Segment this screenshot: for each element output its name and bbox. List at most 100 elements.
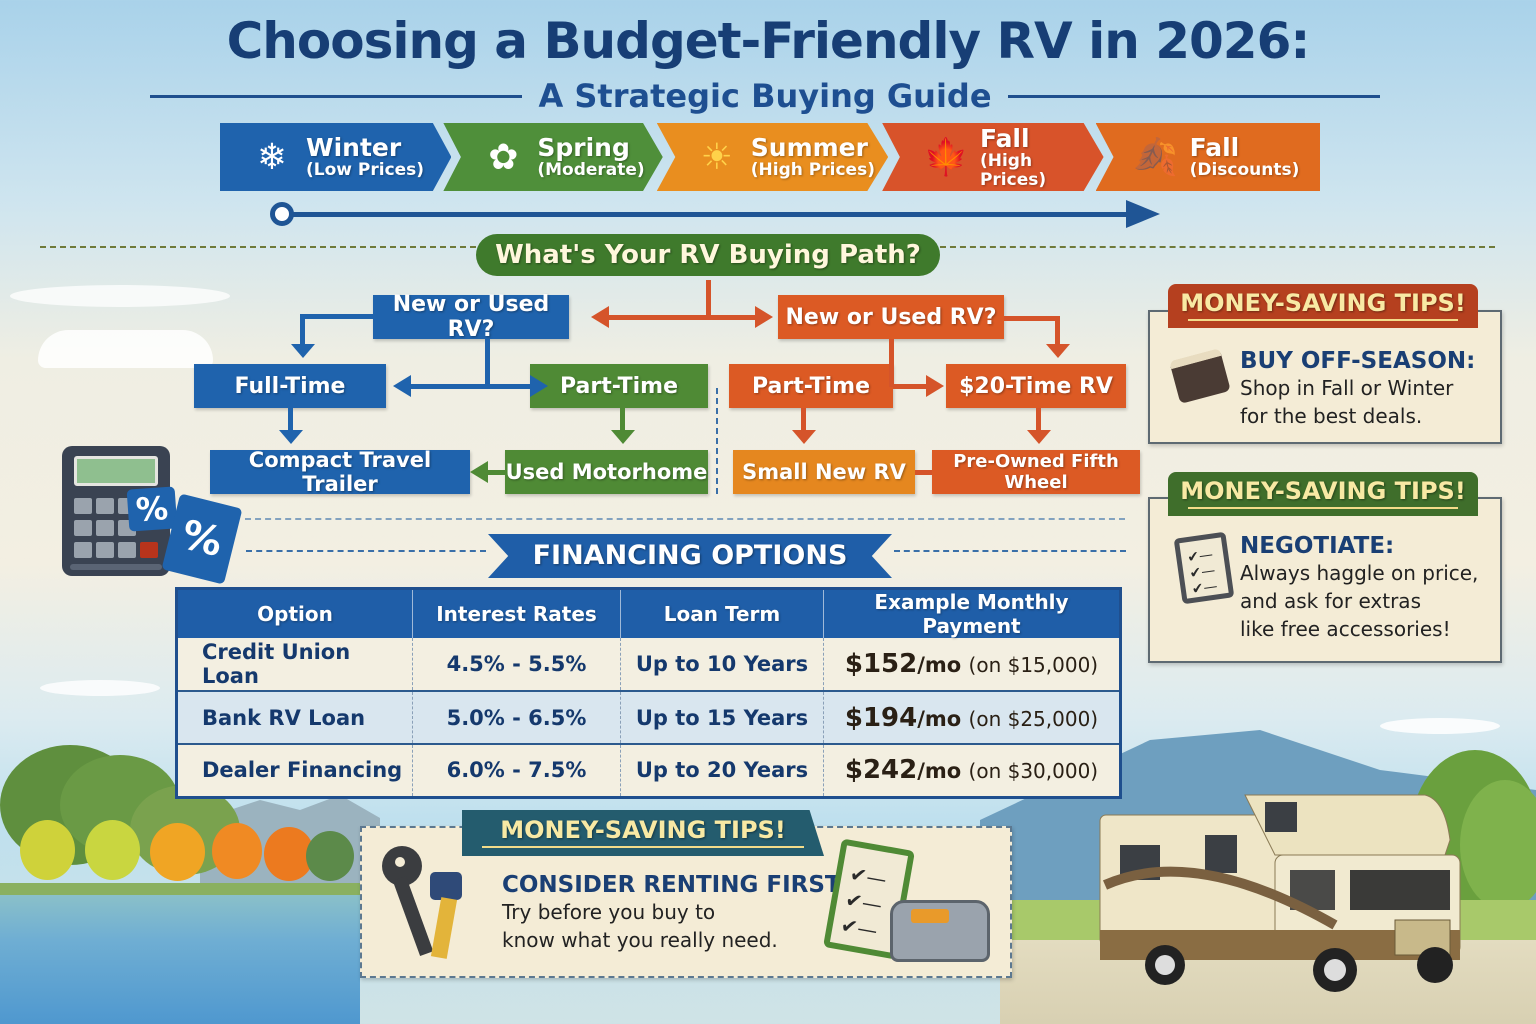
node-compact-travel-trailer: Compact Travel Trailer bbox=[210, 448, 470, 496]
arrow-down-icon bbox=[279, 430, 303, 444]
tip-header-label: MONEY-SAVING TIPS! bbox=[1180, 477, 1466, 505]
divider bbox=[150, 94, 523, 98]
connector bbox=[485, 339, 490, 385]
term-cell: Up to 10 Years bbox=[620, 638, 824, 692]
column-header: Loan Term bbox=[620, 588, 824, 638]
rate-cell: 4.5% - 5.5% bbox=[412, 638, 621, 692]
snowflake-icon: ❄ bbox=[256, 136, 288, 178]
timeline-start-dot bbox=[270, 202, 294, 226]
arrow-right-icon bbox=[530, 375, 548, 397]
season-name: Fall bbox=[1189, 132, 1240, 162]
clipboard-icon: ✔— ✔— ✔— bbox=[1173, 531, 1235, 605]
node-new-or-used-right: New or Used RV? bbox=[778, 295, 1004, 339]
payment-cell: $152/mo (on $15,000) bbox=[823, 638, 1121, 692]
leaf-icon: 🍂 bbox=[1133, 137, 1178, 178]
tip-header: MONEY-SAVING TIPS! bbox=[1168, 284, 1478, 328]
arrow-down-icon bbox=[792, 430, 816, 444]
connector bbox=[608, 315, 758, 320]
tip-title: BUY OFF-SEASON: bbox=[1240, 348, 1476, 374]
connector bbox=[486, 470, 506, 475]
tip-header-label: MONEY-SAVING TIPS! bbox=[500, 816, 786, 844]
arrow-down-icon bbox=[1027, 430, 1051, 444]
table-row: Bank RV Loan 5.0% - 6.5% Up to 15 Years … bbox=[176, 691, 1121, 745]
node-20-time-rv: $20-Time RV bbox=[946, 364, 1126, 408]
separator bbox=[894, 550, 1126, 552]
tip-text-line: know what you really need. bbox=[502, 928, 778, 952]
season-summer: ☀ Summer (High Prices) bbox=[656, 123, 889, 191]
term-cell: Up to 20 Years bbox=[620, 744, 824, 798]
season-note: (Low Prices) bbox=[306, 160, 425, 181]
separator bbox=[40, 246, 476, 248]
maple-leaf-icon: 🍁 bbox=[923, 137, 969, 178]
cloud bbox=[40, 680, 160, 696]
tip-text-line: Always haggle on price, bbox=[1240, 561, 1479, 585]
arrow-right-icon bbox=[926, 375, 944, 397]
season-note: (High Prices) bbox=[750, 160, 875, 181]
financing-table: Option Interest Rates Loan Term Example … bbox=[175, 587, 1122, 799]
connector bbox=[410, 384, 535, 389]
season-winter: ❄ Winter (Low Prices) bbox=[220, 123, 452, 191]
season-name: Fall bbox=[979, 123, 1030, 153]
tip-text-line: and ask for extras bbox=[1240, 589, 1421, 613]
rv-illustration bbox=[1099, 794, 1461, 992]
connector bbox=[801, 408, 806, 430]
tip-header-label: MONEY-SAVING TIPS! bbox=[1180, 289, 1466, 317]
connector bbox=[300, 314, 305, 344]
lake bbox=[0, 895, 360, 1024]
tip-box-negotiate: ✔— ✔— ✔— NEGOTIATE: Always haggle on price… bbox=[1148, 497, 1502, 663]
tree-line bbox=[0, 745, 360, 895]
tip-text-line: like free accessories! bbox=[1240, 617, 1451, 641]
cloud bbox=[1380, 718, 1500, 734]
arrow-right-icon bbox=[755, 306, 773, 328]
flower-icon: ✿ bbox=[488, 136, 519, 178]
season-timeline: ❄ Winter (Low Prices) ✿ Spring (Moderate) … bbox=[220, 123, 1320, 191]
tip-box-buy-off-season: BUY OFF-SEASON: Shop in Fall or Winter f… bbox=[1148, 310, 1502, 444]
tip-title: NEGOTIATE: bbox=[1240, 533, 1395, 559]
page-subtitle: A Strategic Buying Guide bbox=[538, 77, 992, 115]
separator bbox=[245, 518, 1125, 520]
tip-title: CONSIDER RENTING FIRST: bbox=[502, 872, 849, 898]
arrow-left-icon bbox=[393, 375, 411, 397]
node-small-new-rv: Small New RV bbox=[733, 450, 915, 494]
rate-cell: 5.0% - 6.5% bbox=[412, 691, 621, 745]
season-note: (Moderate) bbox=[537, 160, 645, 181]
financing-title: FINANCING OPTIONS bbox=[488, 534, 892, 578]
column-header: Interest Rates bbox=[412, 588, 621, 638]
dashed-divider bbox=[716, 388, 718, 494]
payment-cell: $242/mo (on $30,000) bbox=[823, 744, 1121, 798]
sun-icon: ☀ bbox=[700, 136, 733, 178]
car-icon bbox=[890, 900, 990, 962]
calculator-icon bbox=[62, 446, 170, 576]
connector bbox=[620, 408, 625, 430]
season-name: Summer bbox=[750, 132, 868, 162]
connector bbox=[1036, 408, 1041, 430]
arrow-down-icon bbox=[1046, 344, 1070, 358]
arrow-down-icon bbox=[291, 344, 315, 358]
payment-cell: $194/mo (on $25,000) bbox=[823, 691, 1121, 745]
rate-cell: 6.0% - 7.5% bbox=[412, 744, 621, 798]
connector bbox=[893, 384, 929, 389]
tip-text-line: Try before you buy to bbox=[502, 900, 716, 924]
arrow-left-icon bbox=[470, 461, 488, 483]
separator bbox=[940, 246, 1495, 248]
column-header: Example Monthly Payment bbox=[823, 588, 1121, 638]
connector bbox=[706, 280, 711, 318]
connector bbox=[915, 470, 932, 475]
node-new-or-used-left: New or Used RV? bbox=[373, 292, 569, 342]
page-title: Choosing a Budget-Friendly RV in 2026: bbox=[226, 12, 1311, 70]
connector bbox=[1004, 316, 1059, 321]
season-note: (High Prices) bbox=[979, 151, 1047, 190]
arrow-down-icon bbox=[611, 430, 635, 444]
season-note: (Discounts) bbox=[1189, 160, 1300, 181]
connector bbox=[288, 408, 293, 430]
node-part-time-right: Part-Time bbox=[729, 364, 893, 408]
separator bbox=[246, 550, 486, 552]
table-row: Credit Union Loan 4.5% - 5.5% Up to 10 Y… bbox=[176, 638, 1121, 692]
subtitle-row: A Strategic Buying Guide bbox=[150, 76, 1380, 116]
tip-text-line: for the best deals. bbox=[1240, 404, 1423, 428]
option-cell: Credit Union Loan bbox=[176, 638, 413, 692]
column-header: Option bbox=[176, 588, 413, 638]
percent-icon: % bbox=[126, 486, 178, 532]
cloud bbox=[38, 330, 213, 368]
season-spring: ✿ Spring (Moderate) bbox=[443, 123, 663, 191]
